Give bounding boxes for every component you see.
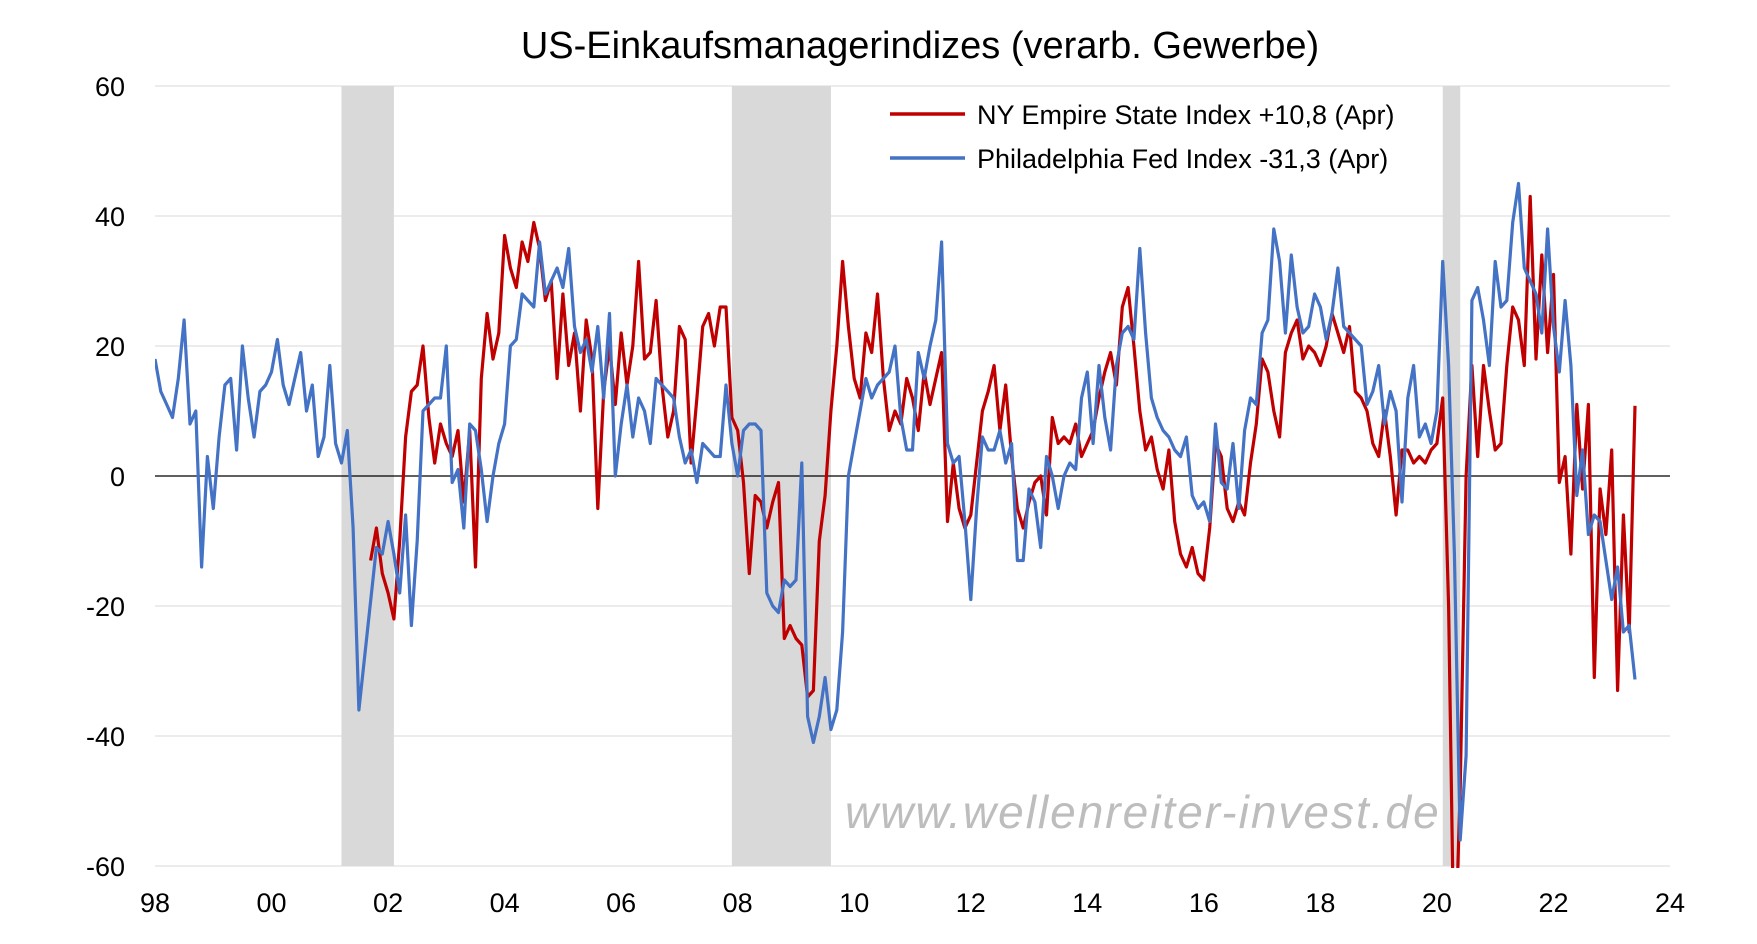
x-tick-label: 20 (1422, 888, 1452, 918)
y-tick-label: -20 (86, 592, 125, 622)
x-tick-label: 12 (956, 888, 986, 918)
x-tick-label: 00 (257, 888, 287, 918)
x-tick-label: 18 (1305, 888, 1335, 918)
axes: -60 -40 -20 0 20 40 60 98 00 02 04 06 08 10 12 14 16 18 20… (86, 72, 1685, 918)
chart-title: US-Einkaufsmanagerindizes (verarb. Gewer… (521, 25, 1319, 67)
series-line-ny-empire-state (369, 194, 1637, 868)
x-tick-label: 16 (1189, 888, 1219, 918)
watermark-text: www.wellenreiter-invest.de (845, 786, 1441, 838)
y-tick-label: 40 (95, 202, 125, 232)
x-tick-label: 98 (140, 888, 170, 918)
x-tick-label: 24 (1655, 888, 1685, 918)
x-tick-label: 10 (839, 888, 869, 918)
y-tick-label: -40 (86, 722, 125, 752)
legend: NY Empire State Index +10,8 (Apr) Philade… (890, 100, 1394, 174)
y-tick-label: -60 (86, 852, 125, 882)
y-tick-label: 20 (95, 332, 125, 362)
series-lines (155, 181, 1637, 868)
x-tick-label: 06 (606, 888, 636, 918)
y-tick-label: 0 (110, 462, 125, 492)
gridlines (155, 85, 1670, 867)
x-tick-label: 22 (1538, 888, 1568, 918)
legend-label: Philadelphia Fed Index -31,3 (Apr) (977, 144, 1388, 174)
legend-label: NY Empire State Index +10,8 (Apr) (977, 100, 1394, 130)
series-line-philadelphia-fed (155, 181, 1637, 842)
x-tick-label: 14 (1072, 888, 1102, 918)
y-tick-label: 60 (95, 72, 125, 102)
x-tick-label: 02 (373, 888, 403, 918)
x-tick-label: 08 (723, 888, 753, 918)
x-tick-label: 04 (490, 888, 520, 918)
